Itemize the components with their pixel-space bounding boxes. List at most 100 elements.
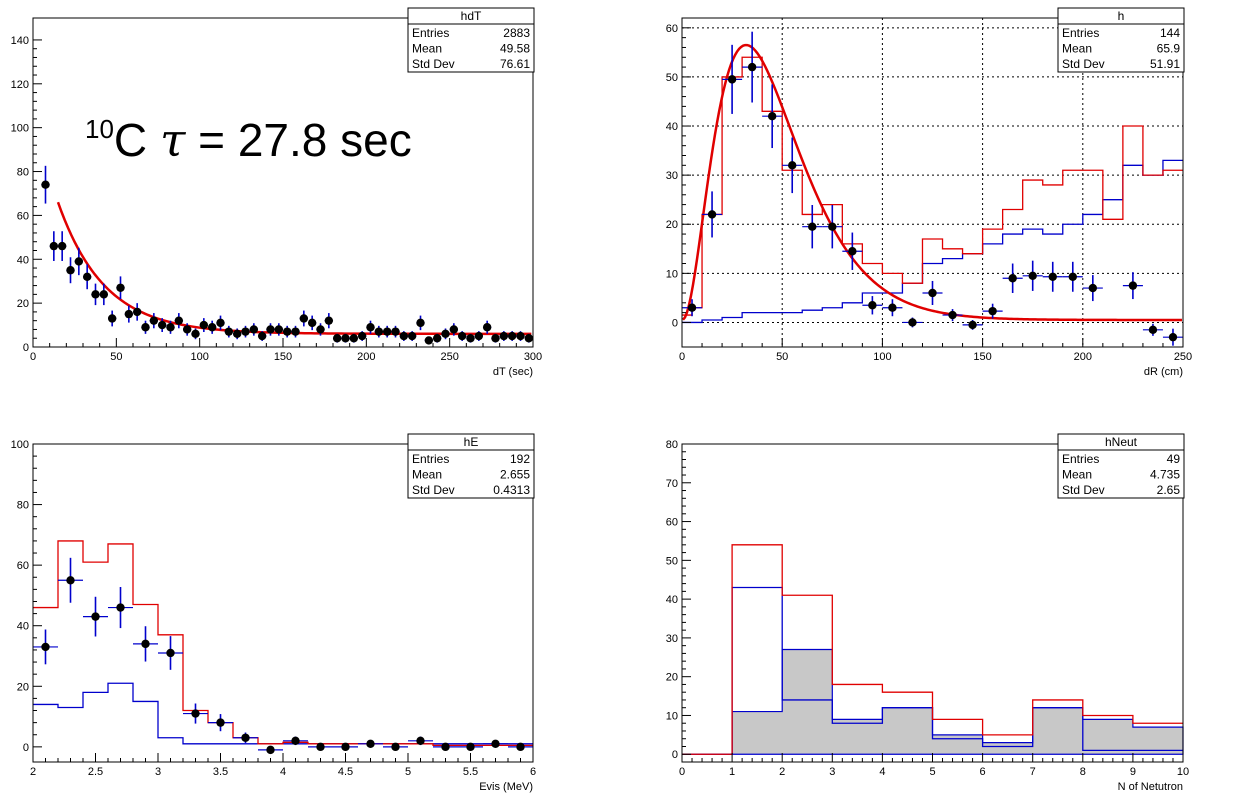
data-point (157, 320, 167, 330)
data-point (1068, 272, 1077, 281)
stats-box (407, 7, 535, 73)
data-point (141, 323, 150, 332)
stats-label: Mean (412, 42, 442, 56)
data-point (416, 736, 425, 745)
data-point (516, 331, 525, 341)
data-point (41, 180, 50, 189)
y-tick-label: 20 (17, 681, 29, 693)
x-tick-label: 200 (357, 351, 375, 363)
y-tick-label: 10 (666, 710, 678, 722)
y-tick-label: 70 (666, 478, 678, 490)
data-point (149, 316, 159, 325)
x-tick-label: 200 (1074, 351, 1092, 363)
data-point (299, 314, 309, 323)
data-point (191, 709, 200, 718)
data-point (1148, 325, 1158, 335)
x-tick-label: 1 (729, 766, 735, 778)
x-tick-label: 4 (879, 766, 885, 778)
fit-curve (682, 43, 1182, 322)
annotation-rest: = 27.8 sec (185, 114, 412, 166)
data-point (41, 642, 50, 652)
data-point (82, 272, 92, 282)
data-point (516, 742, 525, 752)
y-tick-label: 40 (666, 121, 678, 133)
data-point (74, 257, 84, 266)
x-tick-label: 5 (929, 766, 935, 778)
y-tick-label: 60 (17, 210, 29, 222)
y-tick-label: 80 (666, 439, 678, 451)
data-point (282, 327, 292, 336)
x-tick-label: 300 (524, 351, 542, 363)
y-tick-label: 60 (666, 517, 678, 529)
data-point (399, 331, 409, 341)
data-point (316, 325, 325, 334)
data-point (908, 318, 917, 327)
x-tick-label: 2 (30, 766, 36, 778)
y-tick-label: 120 (11, 79, 29, 91)
data-point (257, 331, 267, 341)
x-tick-label: 4 (280, 766, 286, 778)
x-axis-label: dR (cm) (1144, 366, 1183, 378)
stats-label: Entries (412, 26, 449, 40)
y-tick-label: 60 (666, 23, 678, 35)
data-point (727, 75, 737, 84)
data-point (316, 742, 325, 752)
red-histogram (682, 544, 1183, 755)
data-point (199, 320, 209, 330)
blue-histogram (33, 682, 533, 745)
data-point (332, 334, 342, 343)
y-tick-label: 40 (666, 594, 678, 606)
annotation-base: C (113, 114, 148, 166)
x-tick-label: 3 (829, 766, 835, 778)
y-tick-label: 20 (666, 672, 678, 684)
data-point (307, 318, 317, 328)
data-point (99, 290, 109, 299)
y-tick-label: 80 (17, 500, 29, 512)
y-tick-label: 20 (666, 219, 678, 231)
stats-value: 76.61 (500, 57, 530, 71)
x-tick-label: 0 (679, 351, 685, 363)
stats-box-title: h (1118, 9, 1125, 23)
data-point (491, 739, 500, 749)
x-tick-label: 150 (973, 351, 991, 363)
data-point (466, 334, 475, 343)
data-point (466, 742, 475, 752)
data-point (441, 742, 450, 752)
y-tick-label: 0 (23, 342, 29, 354)
y-tick-label: 10 (666, 268, 678, 280)
stats-label: Entries (1062, 452, 1099, 466)
data-point (767, 112, 777, 121)
stats-value: 2.655 (500, 468, 530, 482)
data-point (441, 329, 450, 339)
data-point (374, 327, 384, 336)
data-point (49, 241, 59, 251)
stats-box (407, 433, 535, 499)
x-tick-label: 10 (1177, 766, 1189, 778)
x-tick-label: 100 (873, 351, 891, 363)
data-point (888, 303, 897, 312)
stats-value: 4.735 (1150, 468, 1180, 482)
data-point (182, 325, 192, 334)
stats-value: 0.4313 (493, 483, 530, 497)
x-tick-label: 2 (779, 766, 785, 778)
data-point (232, 329, 242, 339)
x-tick-label: 3.5 (213, 766, 228, 778)
data-point (1048, 272, 1057, 281)
data-point (407, 331, 417, 341)
data-point (524, 334, 534, 343)
stats-label: Std Dev (1062, 483, 1105, 497)
panel-h: 0 50 100 150 200 250 0 10 20 30 40 50 60 dR (cm) h Entr… (666, 7, 1192, 378)
data-point (241, 327, 250, 336)
stats-box-title: hE (464, 435, 479, 449)
data-point (91, 612, 100, 621)
stats-label: Std Dev (412, 483, 455, 497)
stats-value: 144 (1160, 26, 1180, 40)
data-point (174, 316, 184, 325)
x-tick-label: 6 (980, 766, 986, 778)
data-point (357, 331, 367, 341)
data-point (207, 323, 217, 332)
stats-label: Mean (412, 468, 442, 482)
stats-label: Entries (1062, 26, 1099, 40)
data-point (1128, 281, 1138, 290)
